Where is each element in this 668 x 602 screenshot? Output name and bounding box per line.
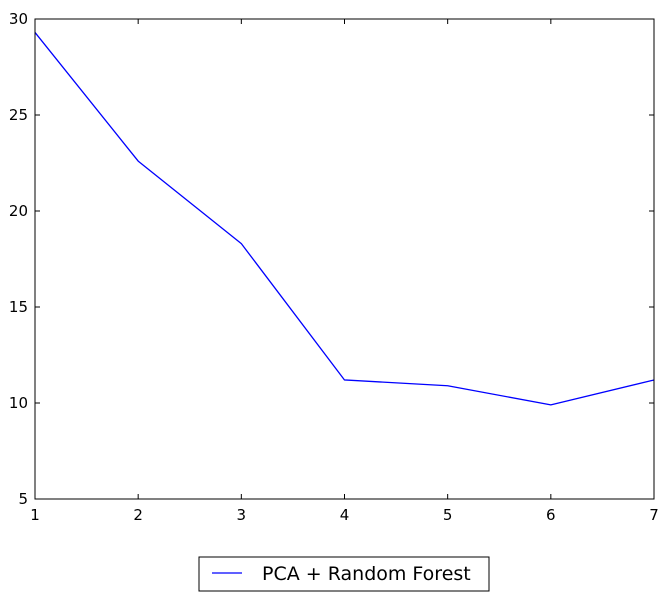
plot-frame xyxy=(34,18,655,500)
x-tick-label: 5 xyxy=(443,506,453,524)
series-line xyxy=(34,32,655,406)
x-tick-label: 3 xyxy=(237,506,247,524)
y-tick-label: 25 xyxy=(9,106,28,124)
y-tick-label: 5 xyxy=(18,490,28,508)
legend-box xyxy=(198,556,490,592)
x-tick-label: 6 xyxy=(546,506,556,524)
y-tick-label: 30 xyxy=(9,10,28,28)
x-tick-label: 7 xyxy=(649,506,659,524)
y-tick-label: 20 xyxy=(9,202,28,220)
y-tick-label: 15 xyxy=(9,298,28,316)
ticks-layer: 1 2 3 4 5 6 7 5 10 15 20 25 30 xyxy=(9,10,659,524)
series-layer xyxy=(34,32,655,406)
x-tick-label: 1 xyxy=(30,506,40,524)
y-tick-label: 10 xyxy=(9,394,28,412)
legend: PCA + Random Forest xyxy=(198,556,490,592)
x-tick-label: 2 xyxy=(133,506,143,524)
legend-label: PCA + Random Forest xyxy=(262,563,471,585)
x-tick-label: 4 xyxy=(340,506,350,524)
